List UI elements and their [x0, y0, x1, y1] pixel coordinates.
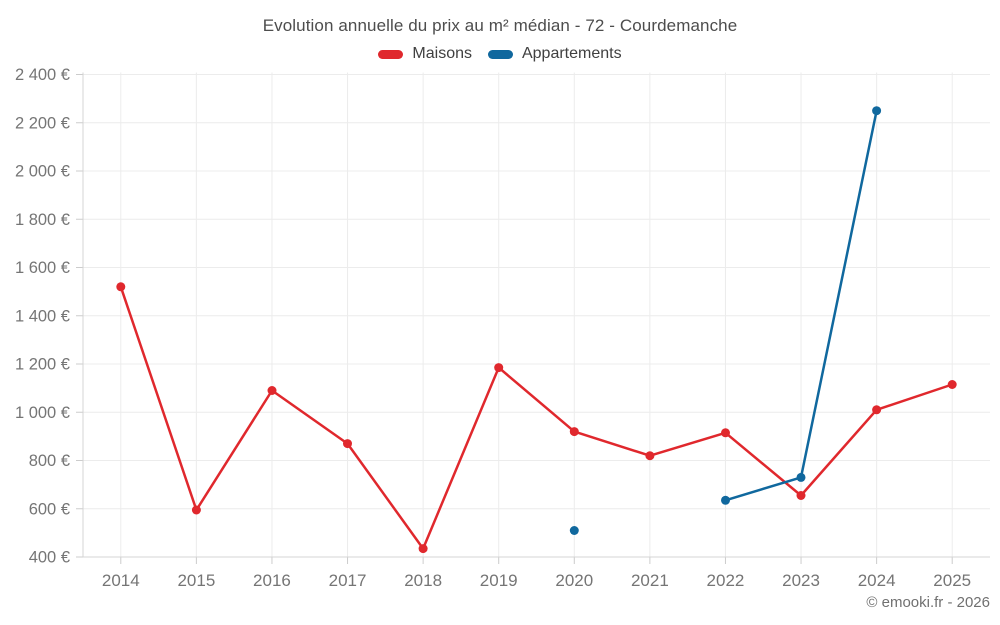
chart-title: Evolution annuelle du prix au m² médian …: [262, 16, 738, 35]
maisons-line: [119, 285, 954, 550]
appartements-point-2020[interactable]: [569, 526, 579, 535]
maisons-point-2019[interactable]: [494, 363, 504, 373]
appartements-swatch-icon: [487, 49, 513, 59]
x-axis-label: 2017: [329, 571, 367, 590]
y-axis-label: 800 €: [29, 452, 70, 470]
legend-item-appartements[interactable]: Appartements: [487, 45, 622, 63]
legend: Maisons Appartements: [0, 45, 1000, 63]
x-axis-label: 2021: [631, 571, 669, 590]
x-axis-label: 2014: [102, 571, 140, 590]
y-axis-label: 1 000 €: [15, 404, 70, 422]
x-axis-label: 2019: [480, 571, 518, 590]
maisons-point-2016[interactable]: [267, 386, 277, 395]
legend-label-appartements: Appartements: [521, 45, 622, 62]
appartements-point-2024[interactable]: [872, 106, 882, 116]
maisons-point-2017[interactable]: [343, 439, 352, 449]
y-axis-label: 2 000 €: [15, 163, 70, 181]
x-axis-label: 2025: [933, 571, 971, 590]
x-axis-label: 2016: [253, 571, 291, 590]
y-axis-label: 1 400 €: [15, 307, 70, 325]
maisons-point-2024[interactable]: [872, 405, 882, 415]
y-axis-label: 400 €: [29, 549, 70, 567]
x-axis-label: 2023: [782, 571, 820, 590]
x-axis-label: 2024: [858, 571, 896, 590]
x-axis-label: 2015: [177, 571, 215, 590]
maisons-point-2018[interactable]: [418, 544, 428, 554]
copyright: © emooki.fr - 2026: [866, 594, 990, 611]
y-axis-label: 600 €: [29, 500, 70, 518]
y-axis-label: 1 600 €: [15, 259, 70, 277]
legend-label-maisons: Maisons: [412, 45, 472, 62]
x-axis-label: 2018: [404, 571, 442, 590]
y-axis-label: 1 800 €: [15, 211, 70, 229]
maisons-point-2015[interactable]: [191, 505, 201, 515]
appartements-point-2023[interactable]: [796, 472, 806, 482]
maisons-point-2021[interactable]: [645, 451, 655, 461]
y-axis-label: 1 200 €: [15, 356, 70, 374]
maisons-point-2014[interactable]: [116, 282, 126, 292]
maisons-swatch-icon: [378, 49, 404, 59]
y-axis-label: 2 200 €: [15, 114, 70, 132]
x-axis-label: 2020: [555, 571, 593, 590]
maisons-point-2022[interactable]: [721, 428, 730, 438]
maisons-point-2020[interactable]: [569, 427, 579, 437]
maisons-point-2025[interactable]: [947, 380, 957, 389]
y-axis-label: 2 400 €: [15, 66, 70, 84]
appartements-point-2022[interactable]: [721, 495, 730, 505]
legend-item-maisons[interactable]: Maisons: [378, 45, 472, 63]
maisons-point-2023[interactable]: [796, 491, 806, 500]
x-axis-label: 2022: [707, 571, 745, 590]
